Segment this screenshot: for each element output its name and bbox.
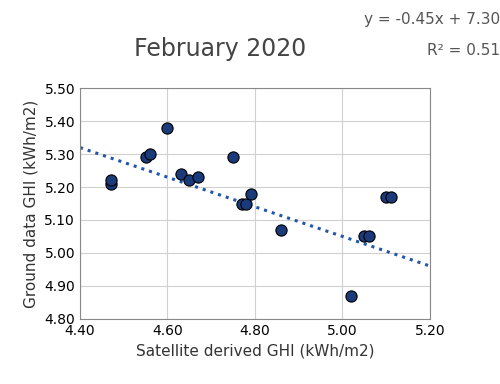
Point — [364, 233, 372, 240]
Point — [242, 200, 250, 207]
Point — [146, 151, 154, 157]
Point — [238, 200, 246, 207]
Point — [142, 154, 150, 161]
Point — [186, 177, 194, 184]
Point — [176, 171, 184, 177]
Point — [246, 190, 254, 197]
X-axis label: Satellite derived GHI (kWh/m2): Satellite derived GHI (kWh/m2) — [136, 343, 374, 358]
Point — [277, 227, 285, 233]
Text: February 2020: February 2020 — [134, 37, 306, 61]
Point — [347, 293, 355, 299]
Point — [164, 125, 172, 131]
Point — [229, 154, 237, 161]
Point — [106, 177, 114, 184]
Point — [360, 233, 368, 240]
Point — [194, 174, 202, 180]
Text: R² = 0.51: R² = 0.51 — [427, 43, 500, 58]
Text: y = -0.45x + 7.30: y = -0.45x + 7.30 — [364, 12, 500, 27]
Y-axis label: Ground data GHI (kWh/m2): Ground data GHI (kWh/m2) — [24, 99, 39, 308]
Point — [382, 194, 390, 200]
Point — [106, 181, 114, 187]
Point — [386, 194, 394, 200]
